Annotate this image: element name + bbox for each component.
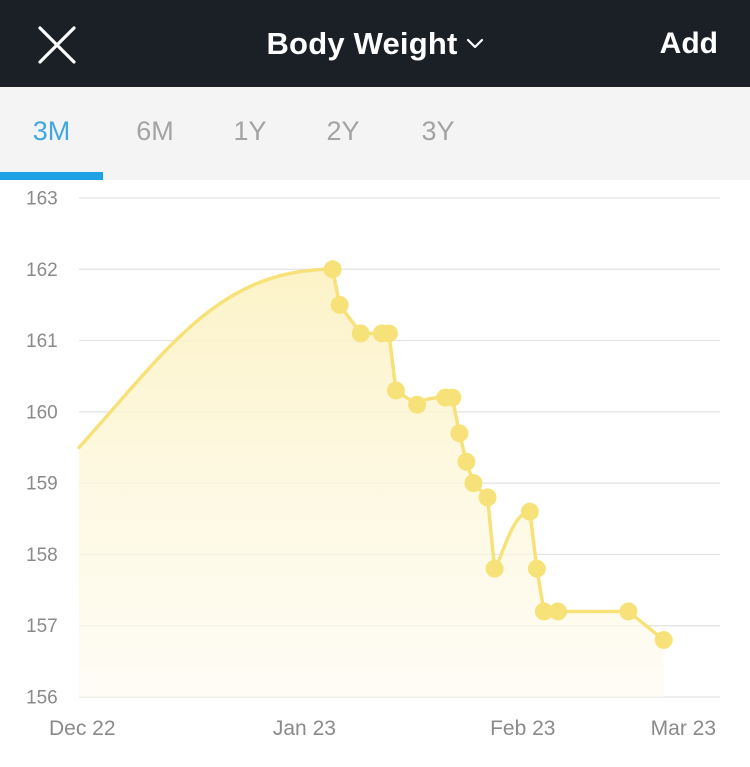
data-point[interactable] (457, 452, 476, 471)
data-point[interactable] (520, 502, 539, 521)
y-tick-label: 158 (26, 545, 58, 566)
chevron-down-icon (466, 38, 483, 48)
data-point[interactable] (534, 602, 553, 621)
tab-3m[interactable]: 3M (32, 115, 71, 146)
range-tabs: 3M 6M 1Y 2Y 3Y (0, 87, 750, 180)
data-point[interactable] (654, 630, 673, 649)
data-point[interactable] (548, 602, 567, 621)
y-tick-label: 162 (26, 260, 58, 281)
data-point[interactable] (443, 388, 462, 407)
x-tick-label: Mar 23 (651, 717, 716, 740)
tab-6m[interactable]: 6M (136, 115, 174, 146)
top-bar: Body Weight Add (0, 0, 750, 87)
y-tick-label: 163 (26, 189, 58, 210)
active-tab-indicator (0, 172, 103, 180)
close-icon (38, 26, 76, 64)
data-point[interactable] (323, 260, 342, 279)
data-point[interactable] (450, 424, 469, 443)
data-point[interactable] (527, 559, 546, 578)
tab-2y[interactable]: 2Y (326, 115, 360, 146)
data-point[interactable] (379, 324, 398, 343)
series-area (79, 269, 664, 697)
data-point[interactable] (330, 295, 349, 314)
data-point[interactable] (478, 488, 497, 507)
y-tick-label: 159 (26, 474, 58, 495)
x-tick-label: Jan 23 (273, 717, 336, 740)
data-point[interactable] (351, 324, 370, 343)
close-button[interactable] (30, 18, 84, 72)
data-point[interactable] (464, 474, 483, 493)
data-point[interactable] (386, 381, 405, 400)
y-tick-label: 161 (26, 331, 58, 352)
page-title: Body Weight (266, 25, 458, 61)
data-point[interactable] (485, 559, 504, 578)
data-point[interactable] (408, 395, 427, 414)
tab-3y[interactable]: 3Y (421, 115, 455, 146)
y-tick-label: 157 (26, 616, 58, 637)
x-tick-label: Dec 22 (49, 717, 116, 740)
metric-selector[interactable]: Body Weight (266, 26, 483, 62)
weight-chart-svg: 156 157 158 159 160 161 162 163 Dec 22 Jan 23 Feb … (26, 189, 720, 740)
add-button[interactable]: Add (659, 26, 718, 60)
y-tick-label: 160 (26, 402, 58, 423)
data-point[interactable] (619, 602, 638, 621)
x-tick-label: Feb 23 (490, 717, 555, 740)
tab-1y[interactable]: 1Y (233, 115, 267, 146)
y-tick-label: 156 (26, 688, 58, 709)
weight-chart: 156 157 158 159 160 161 162 163 Dec 22 Jan 23 Feb … (0, 180, 750, 762)
